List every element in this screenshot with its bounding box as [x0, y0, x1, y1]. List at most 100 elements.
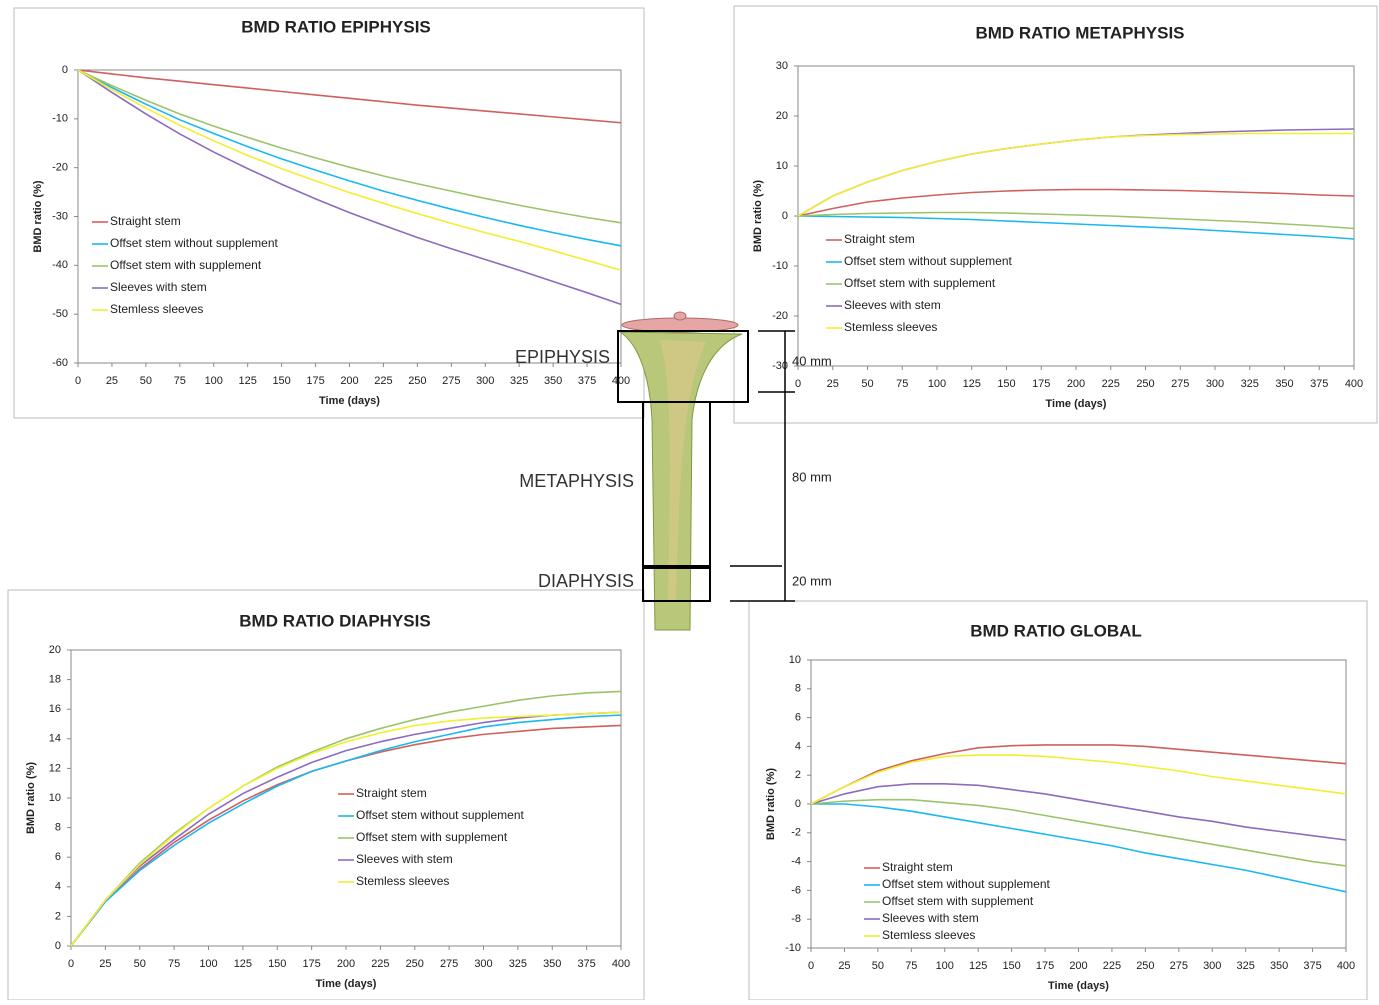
- charts: BMD RATIO EPIPHYSIS Time (days) BMD ratio …: [8, 6, 1377, 1000]
- y-tick-label: 6: [55, 851, 61, 863]
- x-tick-label: 100: [928, 378, 946, 390]
- y-axis-label: BMD ratio (%): [25, 762, 37, 834]
- legend-label: Stemless sleeves: [844, 320, 937, 334]
- x-tick-label: 275: [440, 958, 458, 970]
- y-tick-label: -2: [791, 827, 801, 839]
- x-tick-label: 300: [476, 375, 494, 387]
- x-tick-label: 100: [936, 960, 954, 972]
- legend-label: Offset stem with supplement: [356, 830, 508, 844]
- x-tick-label: 375: [1303, 960, 1321, 972]
- x-tick-label: 75: [905, 960, 917, 972]
- legend-label: Stemless sleeves: [110, 302, 203, 316]
- y-tick-label: -10: [772, 260, 788, 272]
- chart-title: BMD RATIO GLOBAL: [970, 621, 1142, 640]
- x-tick-label: 0: [795, 378, 801, 390]
- x-tick-label: 100: [205, 375, 223, 387]
- y-tick-label: 4: [55, 881, 61, 893]
- legend-label: Offset stem without supplement: [356, 808, 525, 822]
- x-tick-label: 200: [1067, 378, 1085, 390]
- region-label: EPIPHYSIS: [515, 347, 610, 367]
- y-tick-label: 8: [795, 683, 801, 695]
- length-label: 40 mm: [792, 353, 832, 368]
- panel-border: [8, 590, 644, 1000]
- x-tick-label: 400: [612, 958, 630, 970]
- legend-label: Offset stem without supplement: [844, 254, 1013, 268]
- x-tick-label: 150: [268, 958, 286, 970]
- x-tick-label: 350: [544, 375, 562, 387]
- y-tick-label: 2: [795, 769, 801, 781]
- x-tick-label: 275: [1170, 960, 1188, 972]
- x-tick-label: 25: [838, 960, 850, 972]
- x-tick-label: 250: [1136, 960, 1154, 972]
- region-label: METAPHYSIS: [519, 471, 634, 491]
- legend-label: Stemless sleeves: [882, 928, 975, 942]
- x-tick-label: 125: [963, 378, 981, 390]
- y-tick-label: -40: [52, 259, 68, 271]
- x-axis-label: Time (days): [319, 395, 380, 407]
- x-tick-label: 75: [896, 378, 908, 390]
- legend-label: Sleeves with stem: [844, 298, 941, 312]
- y-axis-label: BMD ratio (%): [765, 768, 777, 840]
- length-label: 80 mm: [792, 469, 832, 484]
- x-tick-label: 175: [306, 375, 324, 387]
- x-axis-label: Time (days): [316, 978, 377, 990]
- y-tick-label: 2: [55, 910, 61, 922]
- chart-title: BMD RATIO EPIPHYSIS: [241, 17, 431, 36]
- x-axis-label: Time (days): [1048, 980, 1109, 992]
- legend-label: Sleeves with stem: [882, 911, 979, 925]
- chart-title: BMD RATIO DIAPHYSIS: [239, 611, 430, 630]
- x-tick-label: 0: [808, 960, 814, 972]
- x-tick-label: 225: [371, 958, 389, 970]
- x-tick-label: 350: [543, 958, 561, 970]
- x-tick-label: 50: [134, 958, 146, 970]
- y-tick-label: 0: [795, 798, 801, 810]
- x-tick-label: 75: [168, 958, 180, 970]
- y-tick-label: -30: [52, 210, 68, 222]
- y-tick-label: 14: [49, 733, 61, 745]
- y-tick-label: -4: [791, 856, 801, 868]
- y-tick-label: -6: [791, 884, 801, 896]
- x-tick-label: 250: [406, 958, 424, 970]
- x-tick-label: 325: [1241, 378, 1259, 390]
- x-tick-label: 375: [1310, 378, 1328, 390]
- y-tick-label: -50: [52, 308, 68, 320]
- y-tick-label: 0: [62, 64, 68, 76]
- y-tick-label: 0: [782, 210, 788, 222]
- y-axis-label: BMD ratio (%): [32, 180, 44, 252]
- x-tick-label: 325: [509, 958, 527, 970]
- y-tick-label: 10: [49, 792, 61, 804]
- legend-label: Straight stem: [356, 786, 427, 800]
- x-tick-label: 50: [872, 960, 884, 972]
- y-tick-label: 10: [776, 160, 788, 172]
- y-tick-label: -60: [52, 357, 68, 369]
- x-tick-label: 0: [75, 375, 81, 387]
- x-tick-label: 375: [577, 958, 595, 970]
- x-tick-label: 300: [474, 958, 492, 970]
- x-tick-label: 375: [578, 375, 596, 387]
- x-tick-label: 25: [99, 958, 111, 970]
- x-tick-label: 300: [1203, 960, 1221, 972]
- y-tick-label: 12: [49, 762, 61, 774]
- y-tick-label: -10: [785, 942, 801, 954]
- legend-label: Sleeves with stem: [110, 280, 207, 294]
- x-tick-label: 175: [1032, 378, 1050, 390]
- chart-panel: BMD RATIO DIAPHYSIS Time (days) BMD ratio …: [8, 590, 644, 1000]
- x-tick-label: 75: [174, 375, 186, 387]
- x-tick-label: 275: [1171, 378, 1189, 390]
- y-tick-label: 0: [55, 940, 61, 952]
- x-tick-label: 175: [1036, 960, 1054, 972]
- legend-label: Offset stem with supplement: [110, 258, 262, 272]
- x-tick-label: 400: [1337, 960, 1355, 972]
- x-tick-label: 350: [1270, 960, 1288, 972]
- chart-title: BMD RATIO METAPHYSIS: [975, 23, 1184, 42]
- x-tick-label: 275: [442, 375, 460, 387]
- legend-label: Stemless sleeves: [356, 874, 449, 888]
- legend-label: Straight stem: [844, 232, 915, 246]
- x-tick-label: 50: [861, 378, 873, 390]
- x-tick-label: 50: [140, 375, 152, 387]
- x-tick-label: 325: [1237, 960, 1255, 972]
- x-tick-label: 100: [199, 958, 217, 970]
- x-tick-label: 125: [239, 375, 257, 387]
- legend-label: Offset stem with supplement: [844, 276, 996, 290]
- x-tick-label: 250: [408, 375, 426, 387]
